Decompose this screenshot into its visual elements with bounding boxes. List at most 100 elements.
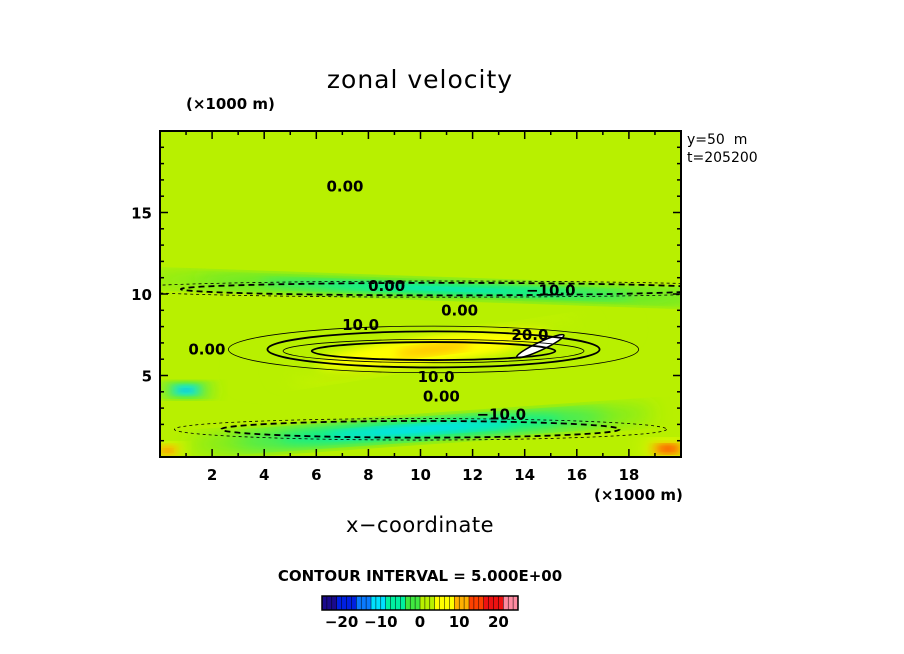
colorbar-segment xyxy=(469,596,475,610)
contour-label: 10.0 xyxy=(418,368,455,386)
x-tick-label: 6 xyxy=(311,466,321,484)
x-axis-label: x−coordinate xyxy=(346,513,494,537)
colorbar-segment xyxy=(488,596,494,610)
colorbar-segment xyxy=(415,596,421,610)
colorbar-segment xyxy=(478,596,485,610)
contour-line xyxy=(180,281,681,297)
contour-line xyxy=(173,418,668,441)
colorbar-segment xyxy=(464,596,470,610)
colorbar-segment xyxy=(439,596,445,610)
colorbar-segment xyxy=(336,596,343,610)
colorbar-segment xyxy=(410,596,416,610)
x-axis-ticks: 2 4 6 8 10 12 14 16 18 xyxy=(159,131,682,484)
colorbar-segment xyxy=(380,596,387,610)
contour-label: 0.00 xyxy=(326,177,363,195)
colorbar-segment xyxy=(429,596,436,610)
colorbar-segment xyxy=(361,596,367,610)
field-feature-jet_wide xyxy=(239,317,628,382)
colorbar-ticks: −20 −10 0 10 20 xyxy=(325,613,509,631)
field-feature-blob xyxy=(636,439,681,457)
x-tick-label: 10 xyxy=(410,466,431,484)
feature-layer xyxy=(384,286,510,292)
x-tick-label: 16 xyxy=(566,466,587,484)
x-tick-label: 4 xyxy=(259,466,269,484)
colorbar-tick-label: 10 xyxy=(449,613,470,631)
colorbar-tick-label: −10 xyxy=(364,613,397,631)
colorbar-segment xyxy=(356,596,362,610)
colorbar-segment xyxy=(390,596,396,610)
contour-line xyxy=(282,338,585,364)
contour-label: 20.0 xyxy=(511,326,548,344)
colorbar-segment xyxy=(493,596,499,610)
contour-line xyxy=(266,330,601,369)
colorbar-segment xyxy=(351,596,357,610)
y-unit-label: (×1000 m) xyxy=(186,95,275,113)
x-tick-label: 14 xyxy=(514,466,535,484)
x-tick-label: 8 xyxy=(363,466,373,484)
colorbar-segment xyxy=(371,596,377,610)
colorbar-segment xyxy=(434,596,441,610)
annotation-y-level: y=50 m xyxy=(687,132,747,148)
colorbar-segment xyxy=(483,596,490,610)
colorbar-segment xyxy=(385,596,392,610)
contour-label: 0.00 xyxy=(423,388,460,406)
contour-interval-label: CONTOUR INTERVAL = 5.000E+00 xyxy=(278,567,562,585)
colorbar-segment xyxy=(420,596,426,610)
contour-label: 0.00 xyxy=(188,340,225,358)
contour-label: 0.00 xyxy=(441,301,478,319)
annotation-time: t=205200 xyxy=(687,150,758,166)
colorbar-segment xyxy=(395,596,401,610)
feature-layer xyxy=(531,337,544,342)
contour-line xyxy=(220,420,621,439)
colorbar-segment xyxy=(326,596,333,610)
colorbar-tick-label: −20 xyxy=(325,613,358,631)
colorbar-segment xyxy=(444,596,450,610)
field-feature-blob xyxy=(160,443,187,457)
y-tick-label: 5 xyxy=(142,368,152,386)
contour-label: 0.00 xyxy=(368,277,405,295)
colorbar-segment xyxy=(454,596,460,610)
feature-layer xyxy=(373,425,468,434)
colorbar-segment xyxy=(375,596,382,610)
colorbar-segment xyxy=(513,596,519,610)
x-tick-label: 2 xyxy=(207,466,217,484)
contour-line xyxy=(160,280,681,298)
y-tick-label: 10 xyxy=(131,286,152,304)
colorbar-segment xyxy=(322,596,328,610)
colorbar-segment xyxy=(366,596,372,610)
colorbar-tick-label: 20 xyxy=(488,613,509,631)
field-features xyxy=(160,275,681,457)
colorbar-segment xyxy=(503,596,509,610)
colorbar-segment xyxy=(400,596,406,610)
x-tick-label: 12 xyxy=(462,466,483,484)
y-axis-ticks: 5 10 15 xyxy=(131,130,681,458)
field-feature-blob xyxy=(160,383,213,397)
colorbar xyxy=(321,595,519,611)
colorbar-segment xyxy=(424,596,431,610)
colorbar-segment xyxy=(449,596,455,610)
contour-line xyxy=(227,325,640,374)
feature-layer xyxy=(164,449,172,452)
colorbar-segment xyxy=(331,596,338,610)
colorbar-segment xyxy=(473,596,480,610)
y-tick-label: 15 xyxy=(131,205,152,223)
contour-label: 10.0 xyxy=(342,316,379,334)
contour-lines xyxy=(160,280,681,441)
colorbar-segment xyxy=(341,596,347,610)
colorbar-segment xyxy=(508,596,514,610)
chart-title: zonal velocity xyxy=(327,65,513,94)
x-tick-label: 18 xyxy=(618,466,639,484)
contour-line xyxy=(310,341,557,361)
feature-layer xyxy=(180,388,192,392)
colorbar-segment xyxy=(498,596,504,610)
colorbar-segment xyxy=(346,596,352,610)
x-unit-label: (×1000 m) xyxy=(594,486,683,504)
feature-layer xyxy=(661,447,675,451)
plot-area xyxy=(160,131,681,457)
colorbar-tick-label: 0 xyxy=(415,613,425,631)
colorbar-segment xyxy=(459,596,465,610)
contour-label: −10.0 xyxy=(476,406,526,424)
contour-labels: 0.00 0.00 −10.0 0.00 10.0 20.0 0.00 10.0 0.00 −10… xyxy=(188,177,575,423)
contour-label: −10.0 xyxy=(526,282,576,300)
